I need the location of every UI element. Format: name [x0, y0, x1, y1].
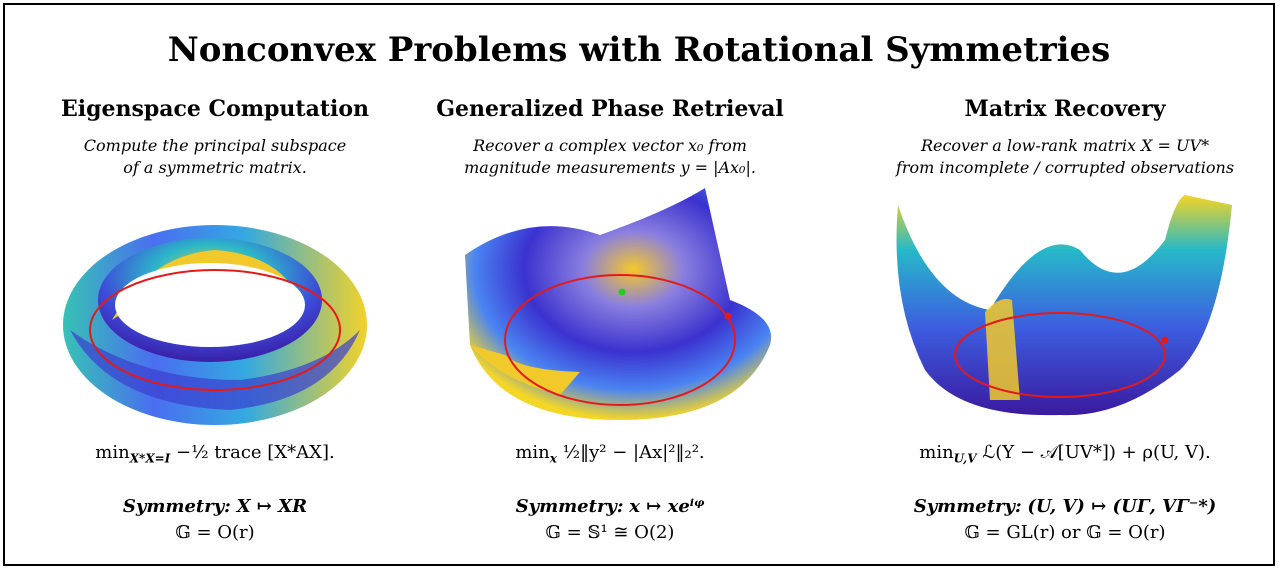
objective: minx ½‖y² − |Ax|²‖₂².	[515, 442, 704, 466]
objective: minX*X=I −½ trace [X*AX].	[95, 442, 334, 466]
title: Nonconvex Problems with Rotational Symme…	[167, 30, 1111, 70]
symmetry-label: Symmetry:	[122, 496, 231, 517]
panel-description: from incomplete / corrupted observations	[895, 158, 1235, 177]
panel-description: Compute the principal subspace	[83, 136, 347, 155]
objective-operator: min	[515, 442, 550, 463]
symmetry-map: X ↦ XR	[236, 496, 308, 517]
torus-surface	[63, 225, 367, 425]
group: 𝔾 = 𝕊¹ ≅ O(2)	[545, 522, 675, 543]
objective-subscript: U,V	[953, 451, 977, 466]
panel-heading: Matrix Recovery	[964, 96, 1166, 122]
symmetry: Symmetry: X ↦ XR	[123, 496, 307, 517]
symmetry-label: Symmetry:	[913, 496, 1022, 517]
panel-heading: Generalized Phase Retrieval	[436, 96, 784, 122]
panel-description: magnitude measurements y = |Ax₀|.	[464, 158, 756, 177]
symmetry-label: Symmetry:	[515, 496, 624, 517]
objective-subscript: x	[549, 451, 557, 466]
symmetry-map: x ↦ xeⁱᵠ	[629, 496, 705, 517]
objective-operator: min	[919, 442, 954, 463]
double-well-surface	[896, 195, 1232, 416]
symmetry: Symmetry: x ↦ xeⁱᵠ	[516, 496, 705, 517]
symmetry: Symmetry: (U, V) ↦ (UΓ, VΓ⁻*)	[914, 496, 1217, 517]
symmetry-map: (U, V) ↦ (UΓ, VΓ⁻*)	[1027, 496, 1217, 517]
panel-heading: Eigenspace Computation	[60, 96, 370, 122]
objective-expression: −½ trace [X*AX].	[170, 442, 335, 463]
frame	[3, 3, 1275, 566]
objective-operator: min	[95, 442, 130, 463]
panel-description: Recover a complex vector x₀ from	[473, 136, 747, 155]
objective-expression: ℒ(Y − 𝒜[UV*]) + ρ(U, V).	[976, 442, 1211, 463]
group: 𝔾 = O(r)	[175, 522, 255, 543]
bowl-surface	[465, 188, 772, 420]
panel-description: of a symmetric matrix.	[123, 158, 307, 177]
group: 𝔾 = GL(r) or 𝔾 = O(r)	[964, 522, 1166, 543]
objective-subscript: X*X=I	[129, 451, 171, 466]
objective: minU,V ℒ(Y − 𝒜[UV*]) + ρ(U, V).	[919, 442, 1211, 466]
objective-expression: ½‖y² − |Ax|²‖₂².	[556, 442, 705, 463]
panel-description: Recover a low-rank matrix X = UV*	[920, 136, 1210, 155]
